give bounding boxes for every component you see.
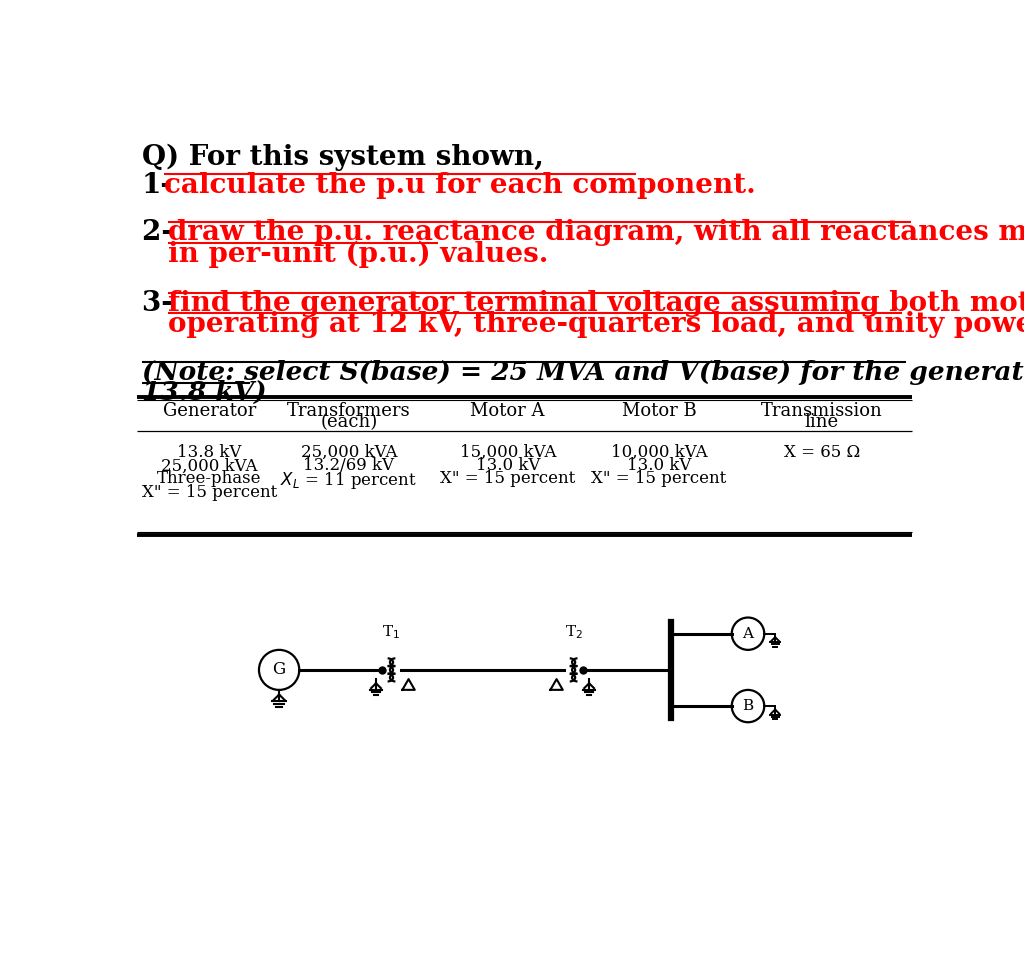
Text: Q) For this system shown,: Q) For this system shown, xyxy=(142,144,544,171)
Text: B: B xyxy=(742,699,754,713)
Text: 1-: 1- xyxy=(142,172,173,199)
Text: Generator: Generator xyxy=(163,402,256,420)
Text: Transmission: Transmission xyxy=(761,402,883,420)
Text: 10,000 kVA: 10,000 kVA xyxy=(610,445,708,462)
Text: find the generator terminal voltage assuming both motors: find the generator terminal voltage assu… xyxy=(168,291,1024,317)
Text: calculate the p.u for each component.: calculate the p.u for each component. xyxy=(165,172,756,199)
Text: Motor B: Motor B xyxy=(622,402,696,420)
Text: A: A xyxy=(742,627,754,641)
Text: operating at 12 kV, three-quarters load, and unity power factor.: operating at 12 kV, three-quarters load,… xyxy=(168,311,1024,338)
Text: Motor A: Motor A xyxy=(470,402,545,420)
Text: draw the p.u. reactance diagram, with all reactances marked: draw the p.u. reactance diagram, with al… xyxy=(168,220,1024,247)
Text: T$_1$: T$_1$ xyxy=(383,623,400,641)
Text: 2-: 2- xyxy=(142,220,182,247)
Text: X = 65 Ω: X = 65 Ω xyxy=(783,445,860,462)
Text: 13.0 kV: 13.0 kV xyxy=(627,457,691,474)
Text: (Note: select S(base) = 25 MVA and V(base) for the generator of: (Note: select S(base) = 25 MVA and V(bas… xyxy=(142,359,1024,384)
Text: (each): (each) xyxy=(321,414,378,431)
Text: 25,000 kVA: 25,000 kVA xyxy=(161,457,258,474)
Text: 13.0 kV: 13.0 kV xyxy=(475,457,540,474)
Text: 13.2/69 kV: 13.2/69 kV xyxy=(303,457,394,474)
Text: 13.8 kV): 13.8 kV) xyxy=(142,380,266,405)
Text: X" = 15 percent: X" = 15 percent xyxy=(141,484,278,501)
Text: T$_2$: T$_2$ xyxy=(564,623,583,641)
Text: X" = 15 percent: X" = 15 percent xyxy=(591,470,726,488)
Text: 15,000 kVA: 15,000 kVA xyxy=(460,445,556,462)
Text: Three-phase: Three-phase xyxy=(157,470,261,488)
Text: 13.8 kV: 13.8 kV xyxy=(177,445,242,462)
Text: $X_L$ = 11 percent: $X_L$ = 11 percent xyxy=(281,470,418,491)
Text: in per-unit (p.u.) values.: in per-unit (p.u.) values. xyxy=(168,240,549,268)
Text: X" = 15 percent: X" = 15 percent xyxy=(440,470,575,488)
Text: line: line xyxy=(805,414,839,431)
Text: 3-: 3- xyxy=(142,291,182,317)
Text: G: G xyxy=(272,662,286,679)
Text: 25,000 kVA: 25,000 kVA xyxy=(301,445,397,462)
Text: Transformers: Transformers xyxy=(287,402,411,420)
